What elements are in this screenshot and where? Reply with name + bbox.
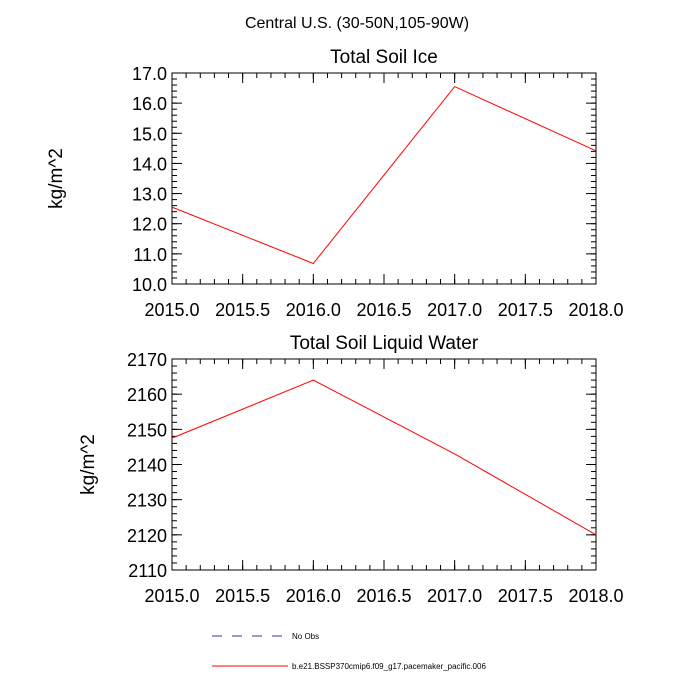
series-line [171, 379, 597, 536]
y-tick-label: 2110 [128, 561, 167, 581]
panel-soil-ice: Total Soil Ice kg/m^2 2015.0 2015.5 2016.0 20… [46, 47, 624, 320]
y-tick-label: 10.0 [132, 275, 167, 295]
x-tick-label: 2016.0 [286, 586, 341, 606]
y-tick-label: 2160 [127, 385, 167, 405]
x-tick-label: 2016.5 [356, 586, 411, 606]
legend: No Obs b.e21.BSSP370cmip6.f09_g17.pacemak… [212, 632, 486, 671]
y-tick-label: 2140 [127, 456, 167, 476]
x-tick-label: 2017.0 [427, 586, 482, 606]
panel-title: Total Soil Ice [330, 47, 438, 68]
y-tick-label: 2120 [127, 526, 167, 546]
x-tick-label: 2015.5 [215, 300, 270, 320]
series-line [171, 85, 597, 265]
y-tick-label: 15.0 [132, 124, 167, 144]
x-tick-label: 2018.0 [568, 586, 623, 606]
x-tick-label: 2016.0 [286, 300, 341, 320]
x-tick-label: 2017.5 [498, 300, 553, 320]
legend-label: b.e21.BSSP370cmip6.f09_g17.pacemaker_pac… [292, 662, 486, 671]
y-tick-label: 2130 [127, 491, 167, 511]
y-axis-label: kg/m^2 [46, 148, 67, 209]
x-tick-label: 2015.0 [144, 586, 199, 606]
main-title: Central U.S. (30-50N,105-90W) [245, 15, 469, 32]
y-tick-label: 13.0 [132, 185, 167, 205]
y-tick-label: 14.0 [132, 154, 167, 174]
y-tick-label: 2170 [127, 350, 167, 370]
y-tick-label: 12.0 [132, 215, 167, 235]
y-tick-label: 2150 [127, 420, 167, 440]
y-tick-label: 11.0 [133, 245, 167, 265]
y-tick-label: 17.0 [132, 64, 167, 84]
plot-frame [171, 358, 597, 571]
panel-title: Total Soil Liquid Water [290, 333, 479, 354]
x-tick-label: 2015.0 [144, 300, 199, 320]
y-tick-label: 16.0 [132, 94, 167, 114]
x-tick-label: 2017.0 [427, 300, 482, 320]
plot-frame [171, 72, 597, 285]
panel-soil-liquid-water: Total Soil Liquid Water kg/m^2 2015.0 2015.… [78, 333, 624, 606]
x-tick-label: 2018.0 [568, 300, 623, 320]
x-tick-label: 2017.5 [498, 586, 553, 606]
x-tick-label: 2015.5 [215, 586, 270, 606]
legend-label: No Obs [292, 632, 319, 641]
y-axis-label: kg/m^2 [78, 434, 99, 495]
x-tick-label: 2016.5 [356, 300, 411, 320]
